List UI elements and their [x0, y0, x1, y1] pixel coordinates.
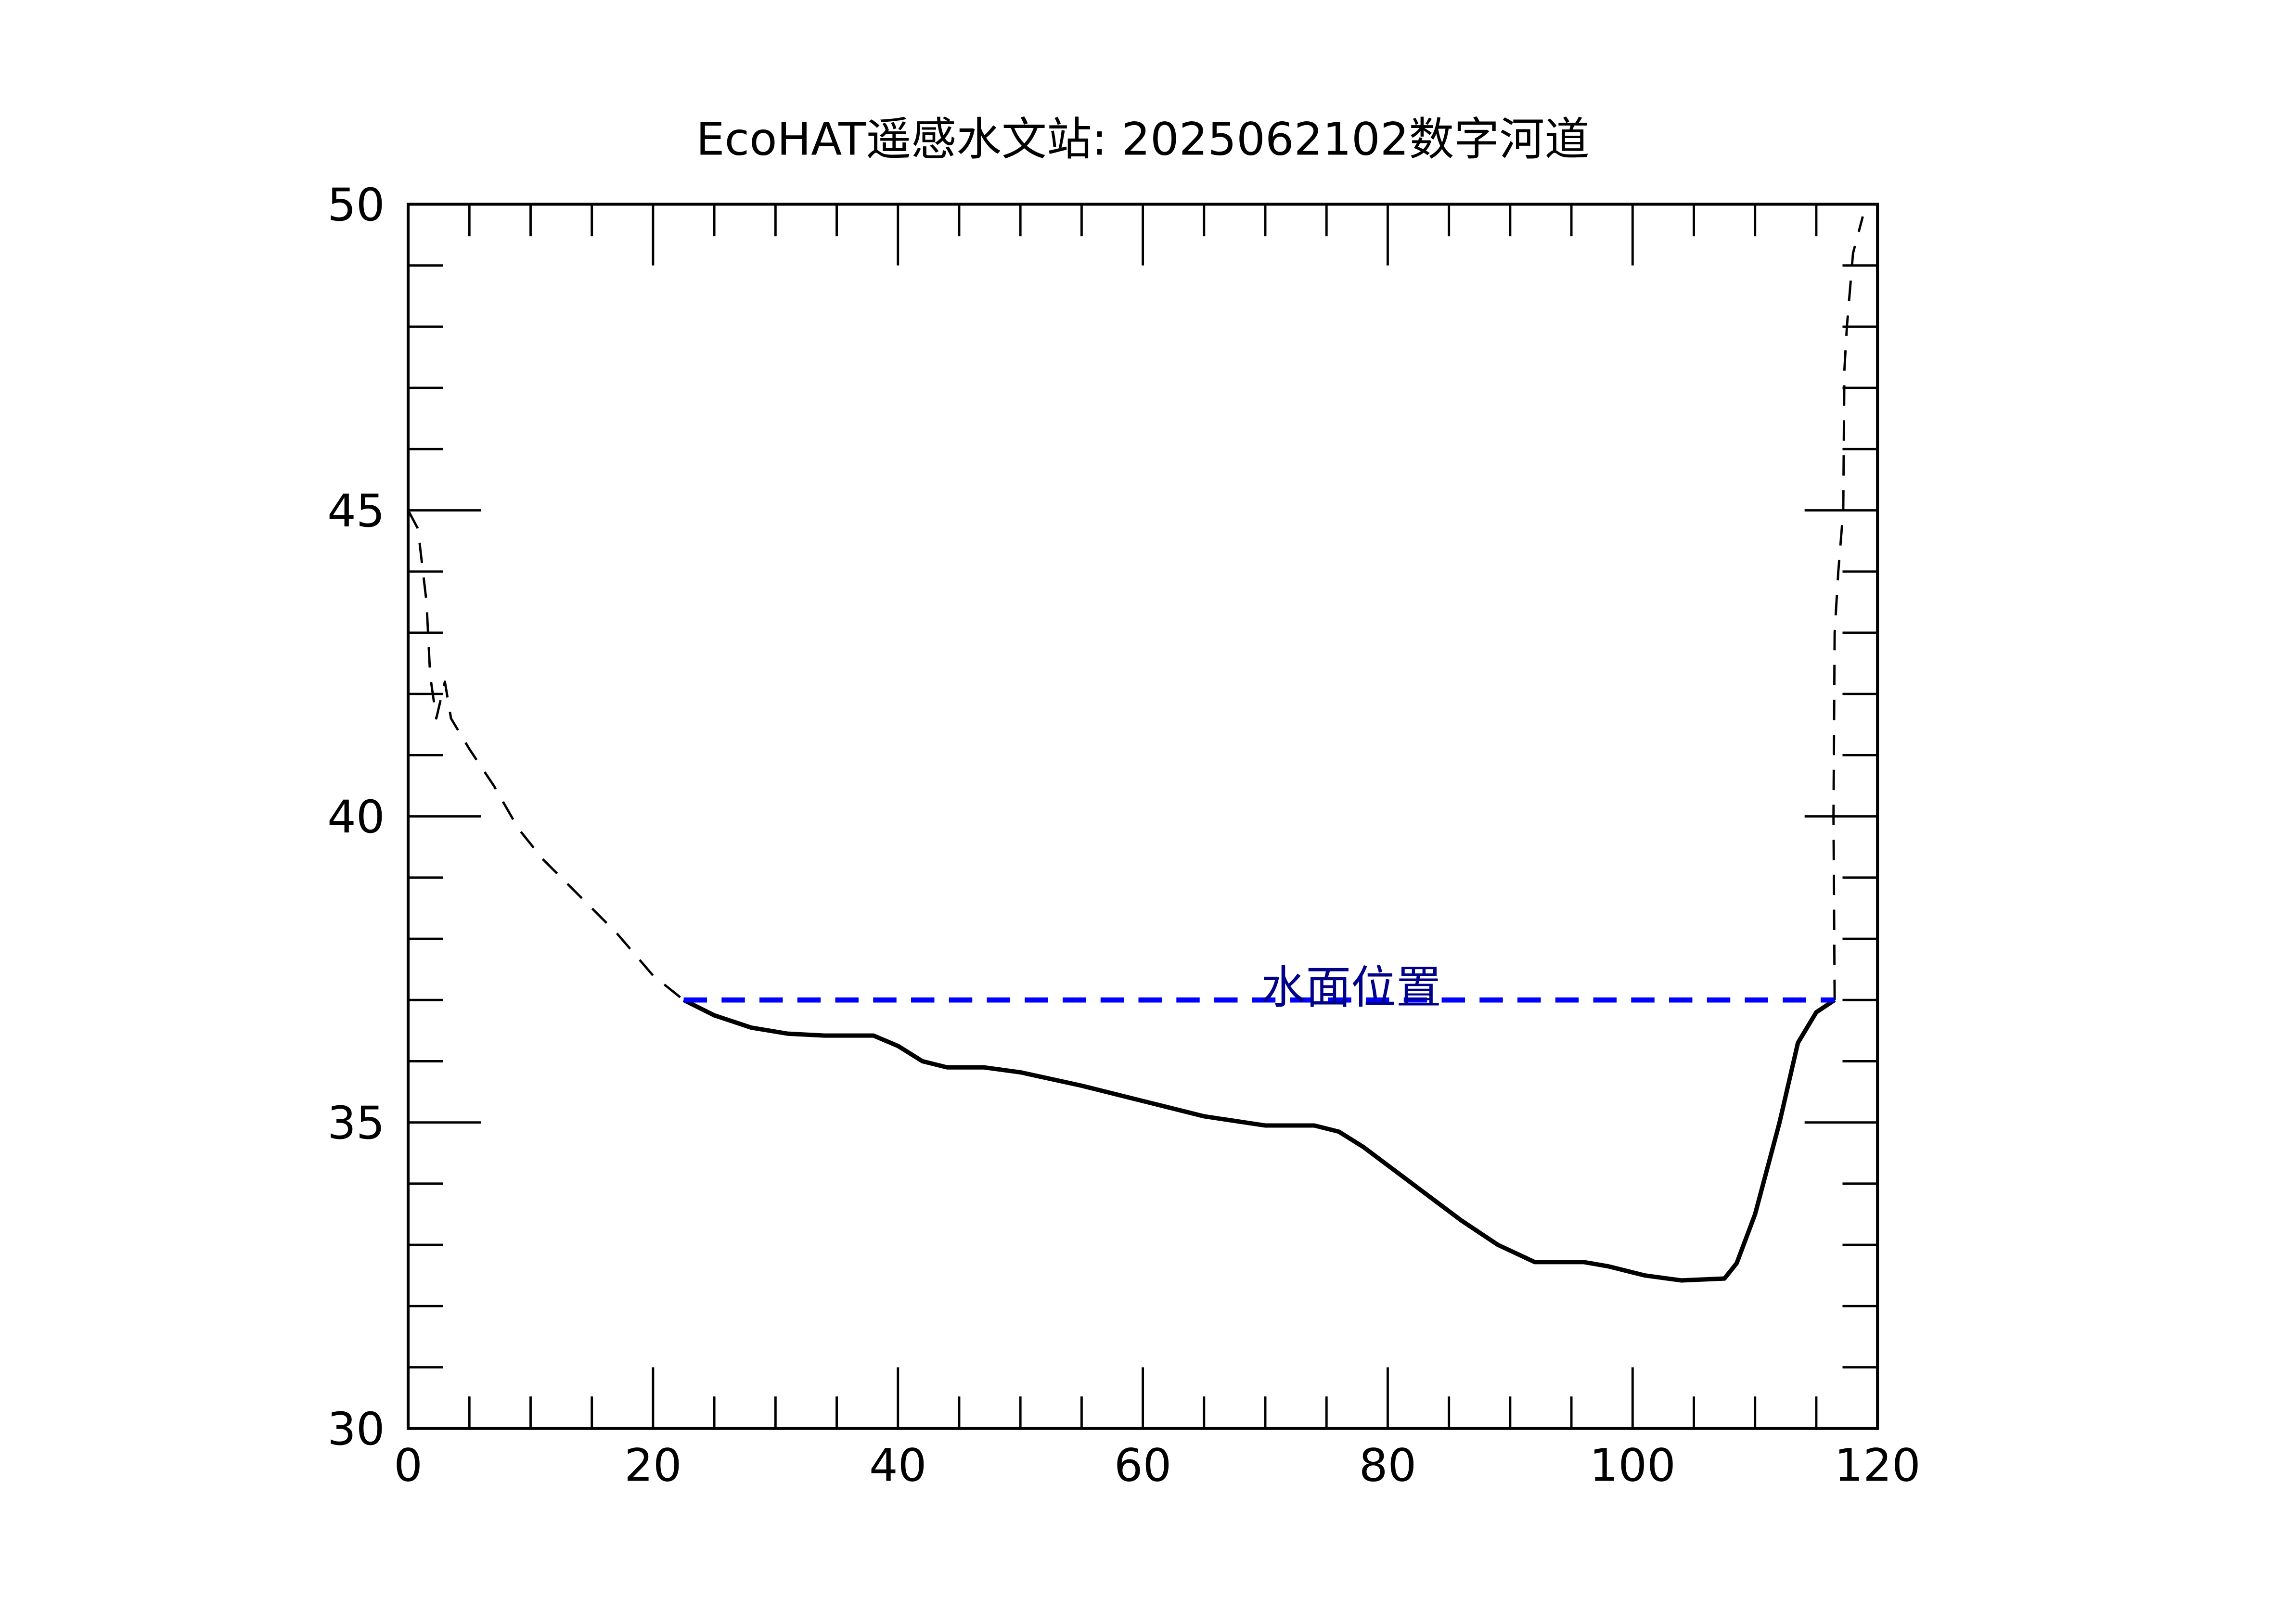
x-tick-label: 60: [1114, 1440, 1171, 1492]
x-tick-label: 100: [1590, 1440, 1676, 1492]
y-tick-label: 30: [327, 1403, 385, 1456]
x-tick-label: 80: [1359, 1440, 1416, 1492]
y-tick-label: 35: [327, 1097, 385, 1150]
y-tick-label: 45: [327, 485, 385, 537]
plot-frame: [407, 203, 1879, 1430]
series-riverbank-right: [1832, 216, 1864, 1000]
axis-tick-labels: 0 20 40 60 80 100 120 30 35 40 45 50: [327, 179, 1921, 1492]
series-group: [407, 216, 1864, 1283]
x-tick-label: 0: [394, 1440, 423, 1492]
x-tick-label: 40: [869, 1440, 926, 1492]
x-tick-label: 20: [624, 1440, 681, 1492]
series-riverbank-left: [407, 510, 685, 1001]
water-level-label: 水面位置: [1260, 961, 1441, 1014]
chart-title: EcoHAT遥感水文站: 2025062102数字河道: [696, 113, 1590, 166]
x-tick-label: 120: [1835, 1440, 1921, 1492]
series-riverbed: [682, 998, 1836, 1283]
axis-ticks: [407, 203, 1879, 1430]
y-tick-label: 40: [327, 791, 385, 844]
y-tick-label: 50: [327, 179, 385, 231]
